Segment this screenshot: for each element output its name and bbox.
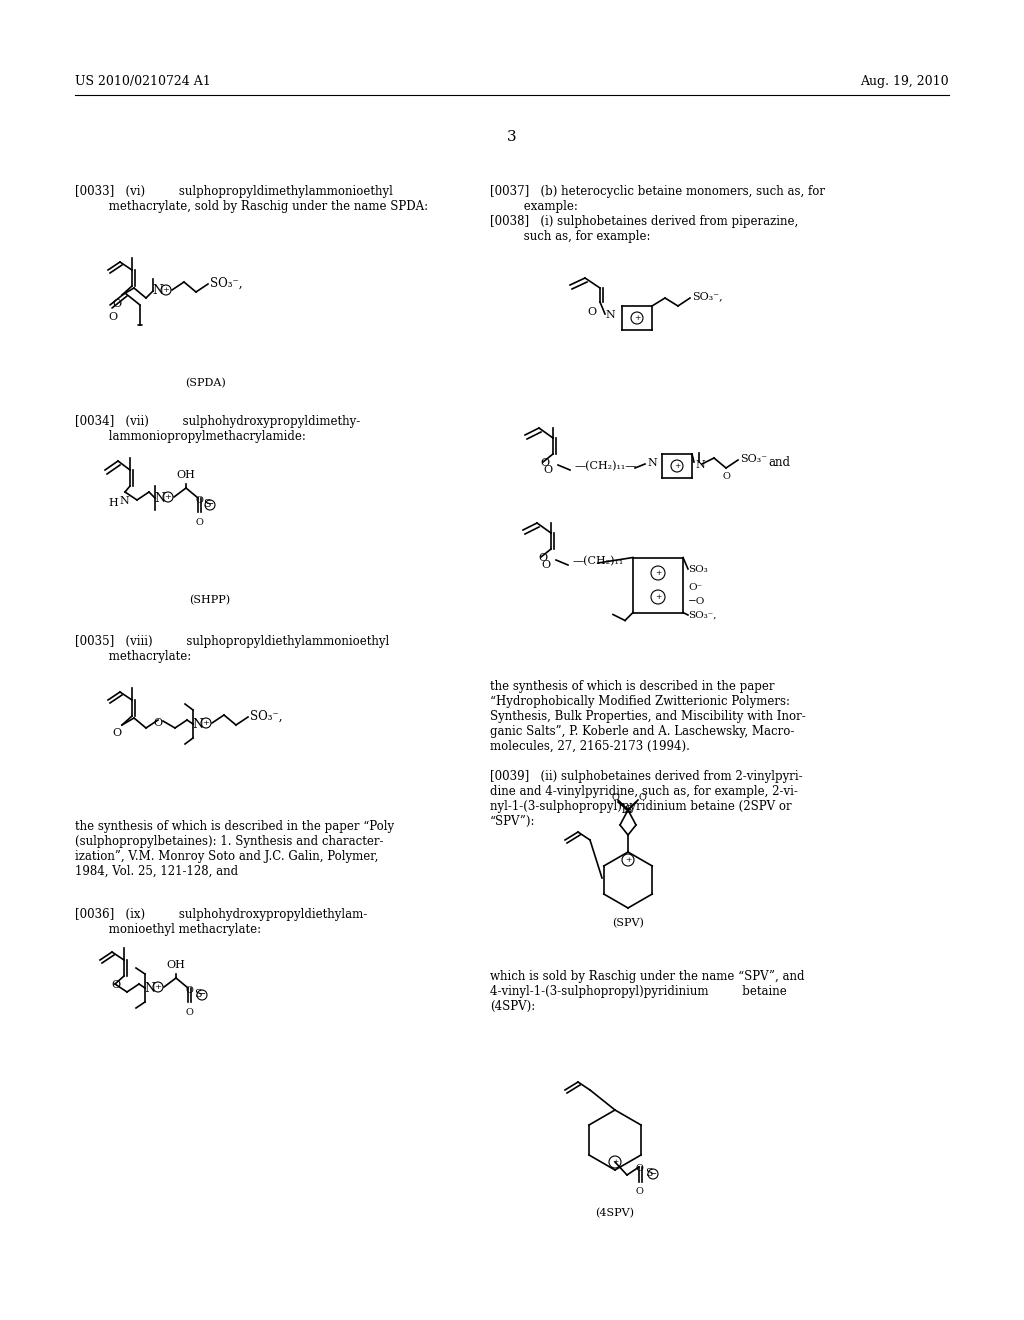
Text: O⁻: O⁻ xyxy=(688,582,702,591)
Text: the synthesis of which is described in the paper
“Hydrophobically Modified Zwitt: the synthesis of which is described in t… xyxy=(490,680,806,752)
Text: N: N xyxy=(193,718,204,730)
Text: +: + xyxy=(674,462,680,470)
Text: O: O xyxy=(186,1008,194,1016)
Text: O: O xyxy=(588,308,597,317)
Text: +: + xyxy=(165,492,171,502)
Text: [0037]   (b) heterocyclic betaine monomers, such as, for
         example:
[0038: [0037] (b) heterocyclic betaine monomers… xyxy=(490,185,825,243)
Text: (4SPV): (4SPV) xyxy=(596,1208,635,1218)
Text: SO₃: SO₃ xyxy=(688,565,708,573)
Text: SO₃⁻,: SO₃⁻, xyxy=(250,710,283,722)
Text: O: O xyxy=(722,473,730,480)
Text: (SPDA): (SPDA) xyxy=(184,378,225,388)
Text: (SHPP): (SHPP) xyxy=(189,595,230,606)
Text: SO₃⁻: SO₃⁻ xyxy=(740,454,767,465)
Text: S: S xyxy=(645,1168,652,1177)
Text: —(CH₂)₁₁: —(CH₂)₁₁ xyxy=(573,556,625,566)
Text: O: O xyxy=(113,729,122,738)
Text: which is sold by Raschig under the name “SPV”, and
4-vinyl-1-(3-sulphopropyl)pyr: which is sold by Raschig under the name … xyxy=(490,970,805,1012)
Text: O: O xyxy=(635,1187,643,1196)
Text: O: O xyxy=(611,793,618,803)
Text: SO₃⁻,: SO₃⁻, xyxy=(688,610,717,619)
Text: and: and xyxy=(768,455,790,469)
Text: +: + xyxy=(155,983,162,991)
Text: −: − xyxy=(198,990,206,999)
Text: N: N xyxy=(144,982,156,994)
Text: N: N xyxy=(605,310,614,319)
Text: Aug. 19, 2010: Aug. 19, 2010 xyxy=(860,75,949,88)
Text: US 2010/0210724 A1: US 2010/0210724 A1 xyxy=(75,75,211,88)
Text: −: − xyxy=(649,1170,656,1177)
Text: +: + xyxy=(203,719,210,727)
Text: [0035]   (viii)         sulphopropyldiethylammonioethyl
         methacrylate:: [0035] (viii) sulphopropyldiethylammonio… xyxy=(75,635,389,663)
Text: +: + xyxy=(625,855,631,865)
Text: [0039]   (ii) sulphobetaines derived from 2-vinylpyri-
dine and 4-vinylpyridine,: [0039] (ii) sulphobetaines derived from … xyxy=(490,770,803,828)
Text: the synthesis of which is described in the paper “Poly
(sulphopropylbetaines): 1: the synthesis of which is described in t… xyxy=(75,820,394,878)
Text: +: + xyxy=(634,314,640,322)
Text: −: − xyxy=(206,500,214,510)
Text: OH: OH xyxy=(176,470,196,480)
Text: OH: OH xyxy=(167,960,185,970)
Text: O: O xyxy=(541,458,550,469)
Text: +: + xyxy=(163,286,169,294)
Text: O: O xyxy=(113,300,122,309)
Text: +: + xyxy=(654,593,662,601)
Text: O: O xyxy=(539,553,548,564)
Text: S: S xyxy=(625,805,632,814)
Text: N: N xyxy=(695,459,705,470)
Text: O: O xyxy=(638,793,646,803)
Text: [0034]   (vii)         sulphohydroxypropyldimethy-
         lammoniopropylmethac: [0034] (vii) sulphohydroxypropyldimethy-… xyxy=(75,414,360,444)
Text: O: O xyxy=(635,1164,643,1173)
Text: S: S xyxy=(194,989,202,999)
Text: N: N xyxy=(647,458,656,469)
Text: O: O xyxy=(542,560,551,570)
Text: [0033]   (vi)         sulphopropyldimethylammonioethyl
         methacrylate, so: [0033] (vi) sulphopropyldimethylammonioe… xyxy=(75,185,428,213)
Text: +: + xyxy=(654,569,662,577)
Text: N: N xyxy=(155,491,166,504)
Text: —(CH₂)₁₁—: —(CH₂)₁₁— xyxy=(575,461,637,471)
Text: O: O xyxy=(544,465,553,475)
Text: −O: −O xyxy=(688,597,706,606)
Text: +: + xyxy=(611,1158,618,1166)
Text: (SPV): (SPV) xyxy=(612,917,644,928)
Text: O: O xyxy=(195,517,203,527)
Text: [0036]   (ix)         sulphohydroxypropyldiethylam-
         monioethyl methacry: [0036] (ix) sulphohydroxypropyldiethylam… xyxy=(75,908,368,936)
Text: O: O xyxy=(112,979,121,990)
Text: SO₃⁻,: SO₃⁻, xyxy=(210,276,243,289)
Text: O: O xyxy=(186,986,194,995)
Text: S: S xyxy=(203,499,211,510)
Text: N: N xyxy=(153,285,164,297)
Text: 3: 3 xyxy=(507,129,517,144)
Text: N: N xyxy=(119,496,129,506)
Text: O: O xyxy=(195,496,203,506)
Text: SO₃⁻,: SO₃⁻, xyxy=(692,290,723,301)
Text: O: O xyxy=(154,718,163,729)
Text: O: O xyxy=(109,312,118,322)
Text: H: H xyxy=(109,498,118,508)
